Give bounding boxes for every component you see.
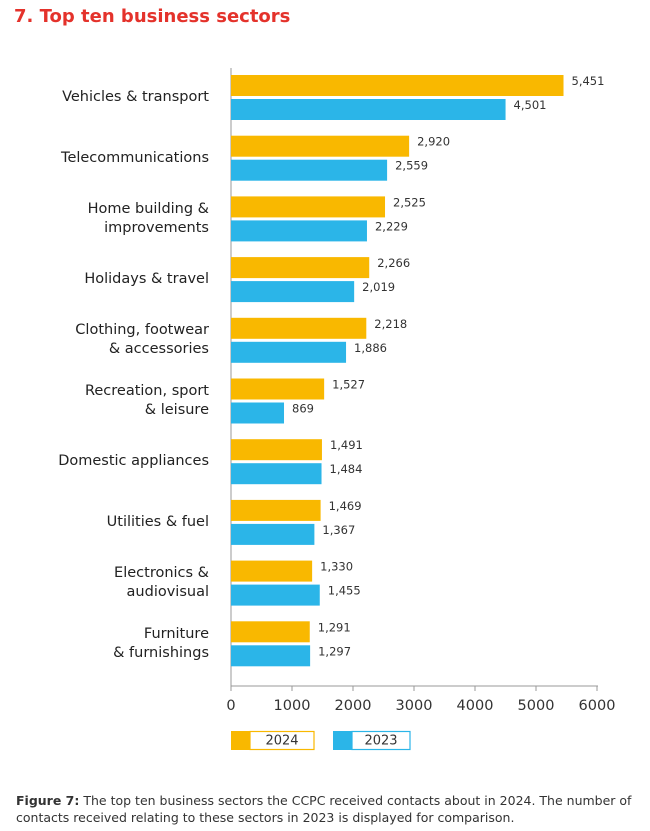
- category-label: Furniture & furnishings: [113, 625, 209, 661]
- bar: [231, 402, 285, 424]
- caption: Figure 7: The top ten business sectors t…: [16, 792, 641, 826]
- category-label: Holidays & travel: [84, 271, 209, 288]
- category-label: Clothing, footwear & accessories: [75, 322, 209, 358]
- value-label: 1,527: [332, 378, 365, 392]
- x-tick-label: 2000: [335, 698, 372, 714]
- value-label: 1,469: [329, 499, 362, 513]
- value-label: 4,501: [514, 98, 547, 112]
- value-label: 2,559: [395, 159, 428, 173]
- bar: [231, 281, 355, 303]
- value-label: 2,019: [362, 280, 395, 294]
- bar: [231, 645, 311, 667]
- bar: [231, 584, 320, 606]
- x-tick-label: 1000: [274, 698, 311, 714]
- bar: [231, 523, 315, 545]
- value-label: 1,491: [330, 438, 363, 452]
- value-label: 2,229: [375, 219, 408, 233]
- bar: [231, 220, 367, 242]
- bar: [231, 463, 322, 485]
- legend-label: 2023: [364, 734, 397, 749]
- chart-title: 7. Top ten business sectors: [14, 6, 290, 27]
- bar: [231, 317, 367, 339]
- legend-swatch: [333, 731, 352, 750]
- category-label: Home building & improvements: [87, 200, 209, 236]
- category-label: Vehicles & transport: [62, 89, 209, 105]
- category-label: Electronics & audiovisual: [114, 565, 209, 601]
- bar: [231, 621, 310, 643]
- value-label: 869: [292, 402, 314, 416]
- caption-label: Figure 7:: [16, 793, 80, 808]
- bar: [231, 99, 506, 120]
- x-tick-label: 6000: [579, 698, 616, 714]
- value-label: 1,484: [330, 462, 363, 476]
- bar: [231, 75, 564, 96]
- value-label: 2,266: [377, 256, 410, 270]
- bar: [231, 378, 325, 400]
- bar: [231, 159, 388, 181]
- legend-swatch: [231, 731, 250, 750]
- bar: [231, 560, 313, 582]
- value-label: 1,367: [322, 523, 355, 537]
- value-label: 2,525: [393, 195, 426, 209]
- bar: [231, 341, 347, 363]
- value-label: 1,330: [320, 560, 353, 574]
- legend-box: [351, 730, 411, 751]
- value-label: 2,218: [374, 317, 407, 331]
- value-label: 2,920: [417, 135, 450, 149]
- category-label: Domestic appliances: [58, 453, 209, 470]
- x-tick-label: 3000: [396, 698, 433, 714]
- value-label: 1,297: [318, 644, 351, 658]
- caption-text: The top ten business sectors the CCPC re…: [16, 793, 632, 825]
- category-label: Recreation, sport & leisure: [84, 383, 209, 418]
- value-label: 1,455: [328, 584, 361, 598]
- category-label: Telecommunications: [61, 149, 209, 166]
- value-label: 5,451: [572, 74, 605, 88]
- x-tick-label: 4000: [457, 698, 494, 714]
- value-label: 1,886: [354, 341, 387, 355]
- bar: [231, 135, 410, 157]
- legend-label: 2024: [265, 734, 298, 749]
- category-label: Utilities & fuel: [106, 513, 209, 530]
- bar: [231, 196, 386, 218]
- value-label: 1,291: [318, 620, 351, 634]
- bar: [231, 257, 370, 279]
- bar: [231, 499, 321, 521]
- bar: [231, 439, 322, 461]
- legend-box: [249, 730, 315, 751]
- x-tick-label: 5000: [518, 698, 555, 714]
- x-tick-label: 0: [226, 698, 235, 714]
